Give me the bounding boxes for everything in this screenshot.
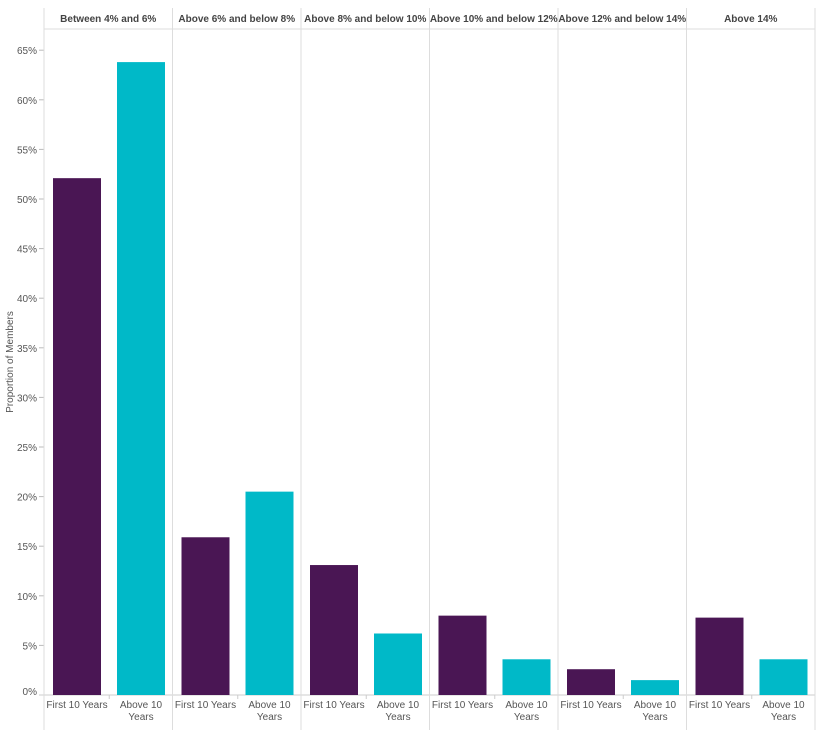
x-tick-label: Above 10: [248, 700, 291, 711]
x-tick-label: First 10 Years: [303, 700, 364, 711]
x-tick-label: Above 10: [120, 700, 163, 711]
y-tick-label: 0%: [23, 687, 38, 698]
x-tick-label: Above 10: [377, 700, 420, 711]
bar-first-10-years: [695, 617, 744, 695]
bar-above-10-years: [245, 491, 294, 695]
bar-above-10-years: [374, 633, 422, 695]
y-tick-label: 60%: [17, 96, 37, 107]
y-tick-label: 45%: [17, 245, 37, 256]
y-tick-label: 55%: [17, 145, 37, 156]
y-tick-label: 65%: [17, 46, 37, 57]
panel-header: Above 12% and below 14%: [558, 14, 686, 25]
y-tick-label: 35%: [17, 344, 37, 355]
bar-first-10-years: [567, 669, 615, 695]
panel-header: Above 10% and below 12%: [430, 14, 558, 25]
x-tick-label: Above 10: [762, 700, 805, 711]
x-tick-label: First 10 Years: [432, 700, 493, 711]
bar-first-10-years: [310, 565, 358, 695]
y-tick-label: 40%: [17, 294, 37, 305]
bar-first-10-years: [53, 178, 101, 696]
y-tick-label: 10%: [17, 592, 37, 603]
y-tick-label: 50%: [17, 195, 37, 206]
x-tick-label: First 10 Years: [46, 700, 107, 711]
y-tick-label: 20%: [17, 493, 37, 504]
bar-above-10-years: [502, 659, 551, 695]
y-tick-label: 5%: [23, 641, 38, 652]
y-tick-label: 15%: [17, 542, 37, 553]
x-tick-label: Years: [385, 712, 410, 723]
x-tick-label: Years: [257, 712, 282, 723]
panel-header: Above 8% and below 10%: [304, 14, 426, 25]
bar-above-10-years: [631, 680, 679, 695]
x-tick-label: Above 10: [634, 700, 677, 711]
y-tick-label: 25%: [17, 443, 37, 454]
x-tick-label: First 10 Years: [560, 700, 621, 711]
x-tick-label: Years: [128, 712, 153, 723]
bar-above-10-years: [759, 659, 808, 695]
x-tick-label: First 10 Years: [689, 700, 750, 711]
x-tick-label: Above 10: [505, 700, 548, 711]
panel-header: Above 6% and below 8%: [178, 14, 295, 25]
panel-header: Above 14%: [724, 14, 777, 25]
x-tick-label: Years: [642, 712, 667, 723]
bar-above-10-years: [117, 62, 165, 695]
y-axis-label: Proportion of Members: [5, 311, 16, 413]
bar-first-10-years: [438, 615, 487, 695]
x-tick-label: First 10 Years: [175, 700, 236, 711]
x-tick-label: Years: [771, 712, 796, 723]
panel-header: Between 4% and 6%: [60, 14, 156, 25]
x-tick-label: Years: [514, 712, 539, 723]
bar-first-10-years: [181, 537, 230, 695]
y-tick-label: 30%: [17, 393, 37, 404]
